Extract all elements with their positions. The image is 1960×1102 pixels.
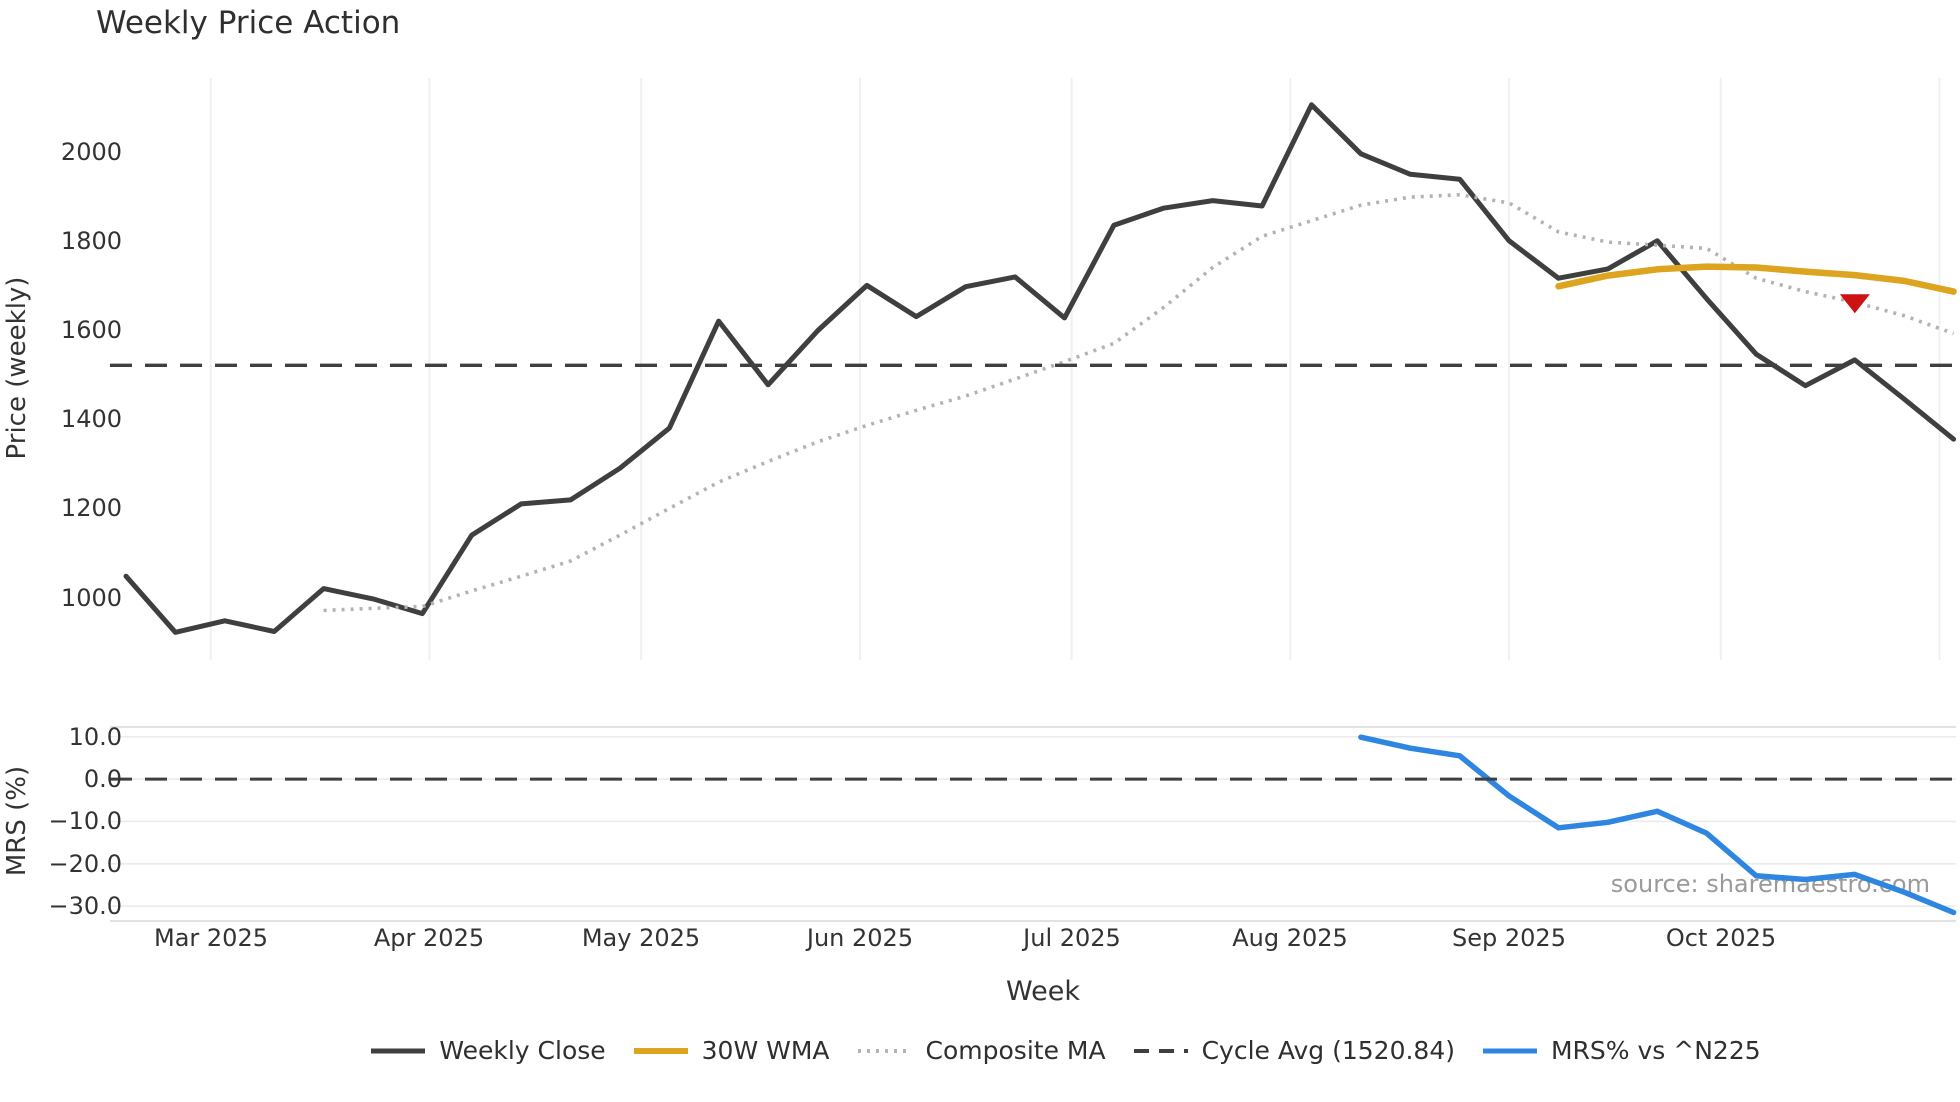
legend-item-composite-ma: Composite MA [856, 1036, 1106, 1065]
legend-label-cycle-avg: Cycle Avg (1520.84) [1201, 1036, 1455, 1065]
legend-label-30w-wma: 30W WMA [701, 1036, 830, 1065]
legend-label-composite-ma: Composite MA [925, 1036, 1106, 1065]
legend-swatch-solid-gold-icon [633, 1047, 688, 1054]
series-mrs-vs-n225 [1358, 734, 1957, 916]
sell-signal-marker-icon [1839, 294, 1870, 314]
series-composite-ma [323, 193, 1955, 613]
legend-label-mrs: MRS% vs ^N225 [1550, 1036, 1761, 1065]
legend: Weekly Close 30W WMA Composite MA Cycle … [0, 1036, 1960, 1065]
legend-item-cycle-avg: Cycle Avg (1520.84) [1132, 1036, 1455, 1065]
legend-swatch-solid-dark-icon [371, 1048, 426, 1053]
legend-swatch-solid-blue-icon [1482, 1048, 1537, 1053]
series-layer [110, 102, 1957, 916]
legend-label-weekly-close: Weekly Close [439, 1036, 606, 1065]
legend-item-weekly-close: Weekly Close [369, 1036, 606, 1065]
series-weekly-close [123, 102, 1957, 635]
legend-swatch-dashed-icon [1133, 1048, 1188, 1053]
legend-item-mrs: MRS% vs ^N225 [1481, 1036, 1761, 1065]
legend-item-30w-wma: 30W WMA [632, 1036, 830, 1065]
legend-swatch-dotted-icon [857, 1048, 912, 1053]
series-30w-wma [1555, 263, 1957, 295]
grid-layer [110, 78, 1956, 922]
